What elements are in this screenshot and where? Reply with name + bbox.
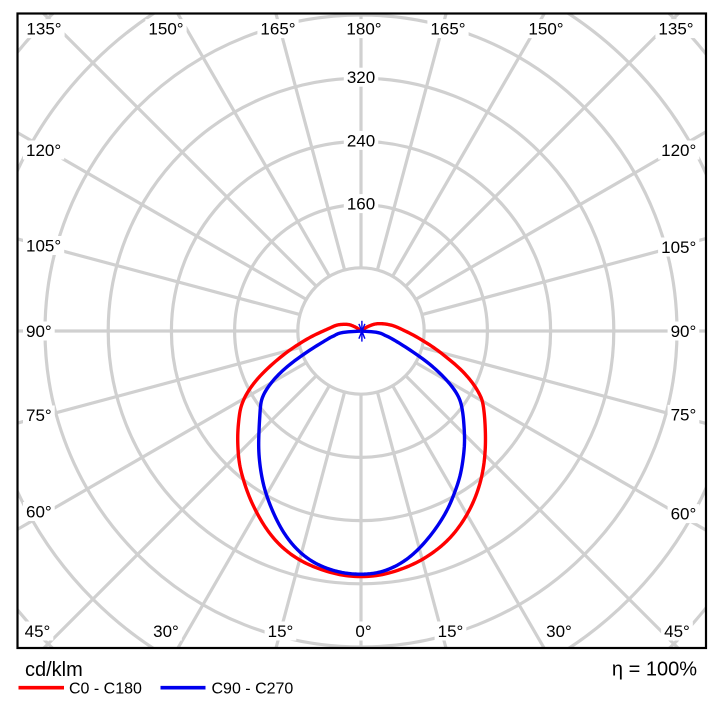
svg-text:45°: 45° — [664, 622, 690, 641]
svg-text:75°: 75° — [26, 406, 52, 425]
svg-text:120°: 120° — [26, 141, 61, 160]
svg-text:cd/klm: cd/klm — [25, 659, 83, 681]
svg-text:C90 - C270: C90 - C270 — [212, 681, 294, 698]
svg-text:η = 100%: η = 100% — [612, 659, 697, 681]
svg-text:15°: 15° — [438, 622, 464, 641]
svg-text:30°: 30° — [153, 622, 179, 641]
svg-text:180°: 180° — [346, 20, 381, 39]
svg-text:240: 240 — [347, 131, 375, 150]
svg-text:120°: 120° — [661, 141, 696, 160]
svg-text:150°: 150° — [148, 20, 183, 39]
svg-text:105°: 105° — [26, 237, 61, 256]
svg-text:30°: 30° — [546, 622, 572, 641]
svg-text:150°: 150° — [528, 20, 563, 39]
svg-text:60°: 60° — [671, 505, 697, 524]
svg-text:320: 320 — [347, 68, 375, 87]
svg-text:90°: 90° — [26, 322, 52, 341]
svg-text:135°: 135° — [658, 20, 693, 39]
svg-text:165°: 165° — [430, 20, 465, 39]
svg-text:0°: 0° — [355, 622, 371, 641]
svg-text:15°: 15° — [268, 622, 294, 641]
svg-text:160: 160 — [347, 195, 375, 214]
svg-text:165°: 165° — [260, 20, 295, 39]
svg-text:C0 - C180: C0 - C180 — [69, 681, 142, 698]
svg-text:75°: 75° — [671, 405, 697, 424]
svg-text:105°: 105° — [661, 238, 696, 257]
svg-text:45°: 45° — [25, 622, 51, 641]
svg-text:135°: 135° — [26, 20, 61, 39]
svg-text:60°: 60° — [26, 503, 52, 522]
svg-text:90°: 90° — [671, 322, 697, 341]
